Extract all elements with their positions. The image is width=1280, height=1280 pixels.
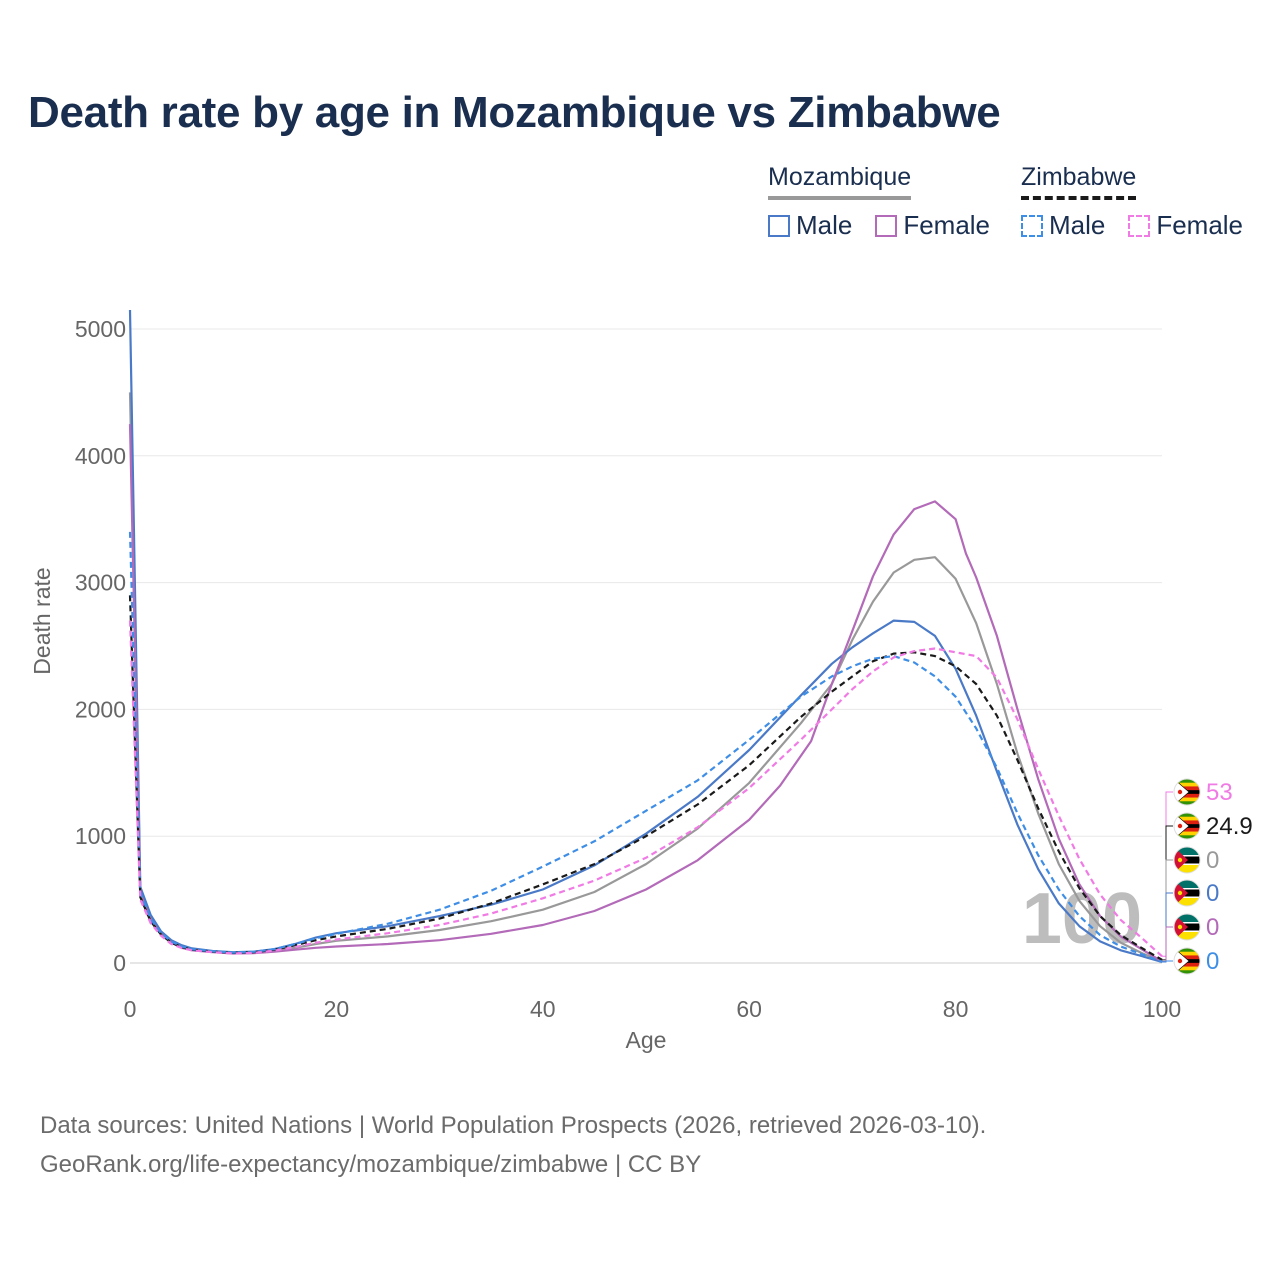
- legend-item-mozambique-female[interactable]: Female: [875, 210, 990, 241]
- mozambique-flag-icon: [1173, 879, 1201, 907]
- legend-item-label: Female: [1156, 210, 1244, 240]
- legend-item-mozambique-male[interactable]: Male: [768, 210, 852, 241]
- grid-lines: [130, 328, 1162, 964]
- x-tick-label: 20: [324, 996, 350, 1022]
- legend-group-title: Zimbabwe: [1021, 163, 1137, 191]
- y-axis-label: Death rate: [29, 567, 55, 674]
- zimbabwe-flag-icon: [1173, 812, 1201, 840]
- source-line: Data sources: United Nations | World Pop…: [40, 1112, 987, 1139]
- legend-swatch: [1021, 214, 1043, 237]
- source-link[interactable]: GeoRank.org/life-expectancy/mozambique/z…: [40, 1151, 702, 1178]
- x-tick-label: 60: [736, 996, 762, 1022]
- x-tick-label: 100: [1143, 996, 1181, 1022]
- legend-group-line: [768, 196, 912, 200]
- legend-item-label: Male: [796, 210, 853, 240]
- y-tick-label: 1000: [75, 823, 126, 849]
- legend-group-line: [1021, 196, 1137, 200]
- series-line-mozambique-total[interactable]: [128, 392, 1163, 963]
- end-value-label: 24.9: [1206, 813, 1253, 840]
- end-labels: 53 24.9 0 0 0 0: [1162, 778, 1253, 975]
- y-tick-label: 3000: [75, 570, 126, 596]
- chart-title: Death rate by age in Mozambique vs Zimba…: [28, 88, 1001, 137]
- series-line-zimbabwe-male[interactable]: [128, 531, 1163, 963]
- legend-group-zimbabwe: Zimbabwe Male Female: [1021, 163, 1243, 244]
- series-line-zimbabwe-female[interactable]: [128, 620, 1163, 958]
- end-value-label: 53: [1206, 779, 1233, 806]
- end-value-label: 0: [1206, 880, 1219, 907]
- legend-item-zimbabwe-male[interactable]: Male: [1021, 210, 1105, 241]
- legend-item-label: Male: [1049, 210, 1106, 240]
- x-axis-label: Age: [626, 1027, 667, 1053]
- mozambique-flag-icon: [1173, 913, 1201, 941]
- series-line-zimbabwe-total[interactable]: [128, 595, 1163, 961]
- end-label-connector: [1162, 960, 1173, 963]
- y-tick-label: 4000: [75, 443, 126, 469]
- x-tick-label: 0: [124, 996, 137, 1022]
- x-axis-ticks: 0 20 40 60 80 100: [124, 996, 1182, 1022]
- zimbabwe-flag-icon: [1173, 778, 1201, 806]
- mozambique-flag-icon: [1173, 846, 1201, 874]
- source-note: Data sources: United Nations | World Pop…: [40, 1106, 986, 1184]
- end-value-label: 0: [1206, 914, 1219, 941]
- series-lines: [128, 309, 1163, 964]
- y-tick-label: 2000: [75, 696, 126, 722]
- legend-group-title: Mozambique: [768, 163, 912, 191]
- legend-group-mozambique: Mozambique Male Female: [768, 163, 1006, 244]
- y-tick-label: 0: [113, 950, 126, 976]
- end-label-connector: [1162, 791, 1173, 957]
- legend-item-label: Female: [903, 210, 991, 240]
- legend-swatch: [1128, 214, 1151, 237]
- zimbabwe-flag-icon: [1173, 947, 1201, 975]
- legend-swatch: [875, 214, 898, 237]
- series-line-mozambique-female[interactable]: [128, 424, 1163, 963]
- x-tick-label: 80: [943, 996, 969, 1022]
- end-label-connector: [1162, 859, 1173, 963]
- y-tick-label: 5000: [75, 316, 126, 342]
- x-tick-label: 40: [530, 996, 556, 1022]
- legend-item-zimbabwe-female[interactable]: Female: [1128, 210, 1243, 241]
- end-value-label: 0: [1206, 948, 1219, 975]
- legend-swatch: [768, 214, 790, 237]
- y-axis-ticks: 0 1000 2000 3000 4000 5000: [75, 316, 126, 976]
- end-value-label: 0: [1206, 847, 1219, 874]
